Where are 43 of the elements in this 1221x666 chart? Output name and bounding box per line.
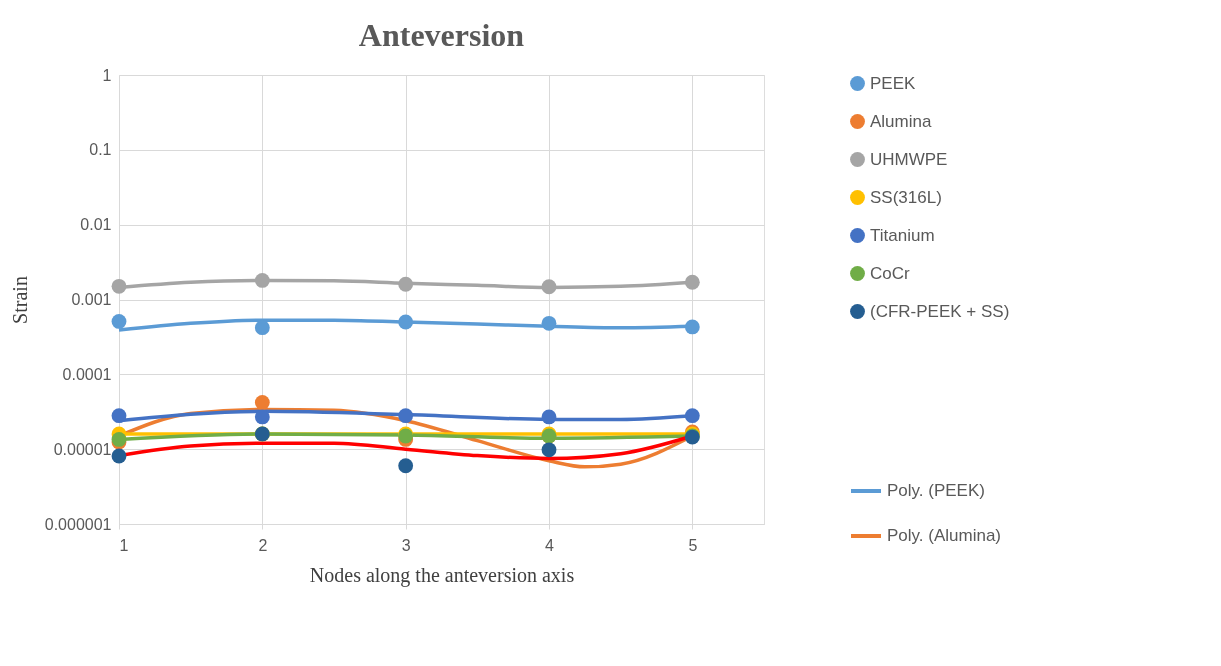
point [254,409,270,425]
chart-title: Anteversion [358,17,525,53]
y-tick-label: 0.0001 [62,365,112,383]
point [254,320,270,336]
point [684,319,700,335]
point [398,408,414,424]
point [398,314,414,330]
legend-label: UHMWPE [870,149,948,169]
x-tick-label: 2 [258,536,268,554]
point [254,395,270,410]
legend-label: CoCr [870,263,911,283]
point [541,409,557,425]
point [541,315,557,331]
point [111,278,127,294]
point [111,313,127,329]
legend-label: (CFR-PEEK + SS) [870,301,1010,321]
legend-label: Titanium [870,225,935,245]
legend-label: Poly. (Alumina) [887,526,1001,545]
y-tick-label: 0.1 [89,141,112,159]
point [541,442,557,458]
y-tick-label: 0.000001 [44,515,112,533]
x-tick-label: 4 [545,536,555,554]
x-tick-label: 5 [688,536,698,554]
legend-label: Poly. (PEEK) [887,481,985,500]
y-axis-title: Strain [8,276,31,324]
x-tick-label: 3 [401,536,411,554]
point [254,273,270,288]
y-tick-label: 0.01 [80,216,112,234]
legend-label: SS(316L) [870,187,942,207]
legend-label: Alumina [870,111,932,131]
y-tick-label: 0.00001 [53,440,112,458]
x-tick-label: 1 [119,536,129,554]
legend-label: PEEK [870,73,917,93]
point [684,274,700,290]
point [541,279,557,295]
y-tick-label: 0.001 [71,291,112,308]
point [111,448,127,464]
point [111,408,127,424]
point [398,458,414,474]
x-axis-title: Nodes along the anteversion axis [309,563,575,587]
point [684,408,700,424]
point [398,276,414,292]
y-tick-label: 1 [102,66,112,84]
